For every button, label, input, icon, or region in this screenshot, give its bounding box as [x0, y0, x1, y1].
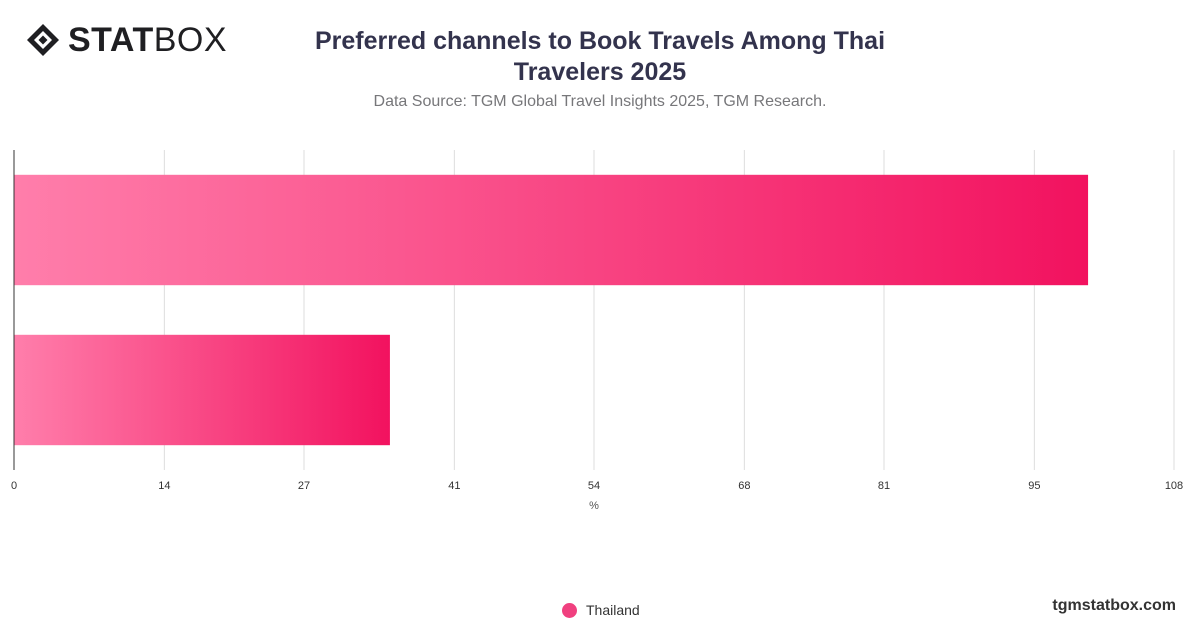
- x-tick-label: 95: [1028, 480, 1040, 492]
- logo-wordmark: STATBOX: [68, 22, 227, 58]
- legend[interactable]: Thailand: [562, 602, 640, 618]
- logo-light-text: BOX: [153, 21, 228, 59]
- legend-label: Thailand: [586, 602, 640, 618]
- x-axis-title: %: [589, 500, 599, 512]
- x-tick-label: 108: [1165, 480, 1183, 492]
- logo-bold-text: STAT: [68, 21, 154, 59]
- statbox-diamond-icon: [27, 24, 59, 56]
- legend-marker: [562, 602, 577, 618]
- x-tick-label: 68: [738, 480, 750, 492]
- x-tick-label: 41: [448, 480, 460, 492]
- bar-2[interactable]: [14, 334, 390, 446]
- x-tick-label: 14: [158, 480, 170, 492]
- x-tick-label: 0: [11, 480, 17, 492]
- chart-subtitle: Data Source: TGM Global Travel Insights …: [373, 93, 827, 110]
- chart-title: Preferred channels to Book Travels Among…: [314, 27, 886, 86]
- x-tick-label: 81: [878, 480, 890, 492]
- website-footer[interactable]: tgmstatbox.com: [1052, 597, 1176, 614]
- x-tick-label: 54: [588, 480, 600, 492]
- statbox-logo[interactable]: STATBOX: [26, 22, 227, 58]
- bar-1[interactable]: [14, 174, 1089, 286]
- x-tick-label: 27: [298, 480, 310, 492]
